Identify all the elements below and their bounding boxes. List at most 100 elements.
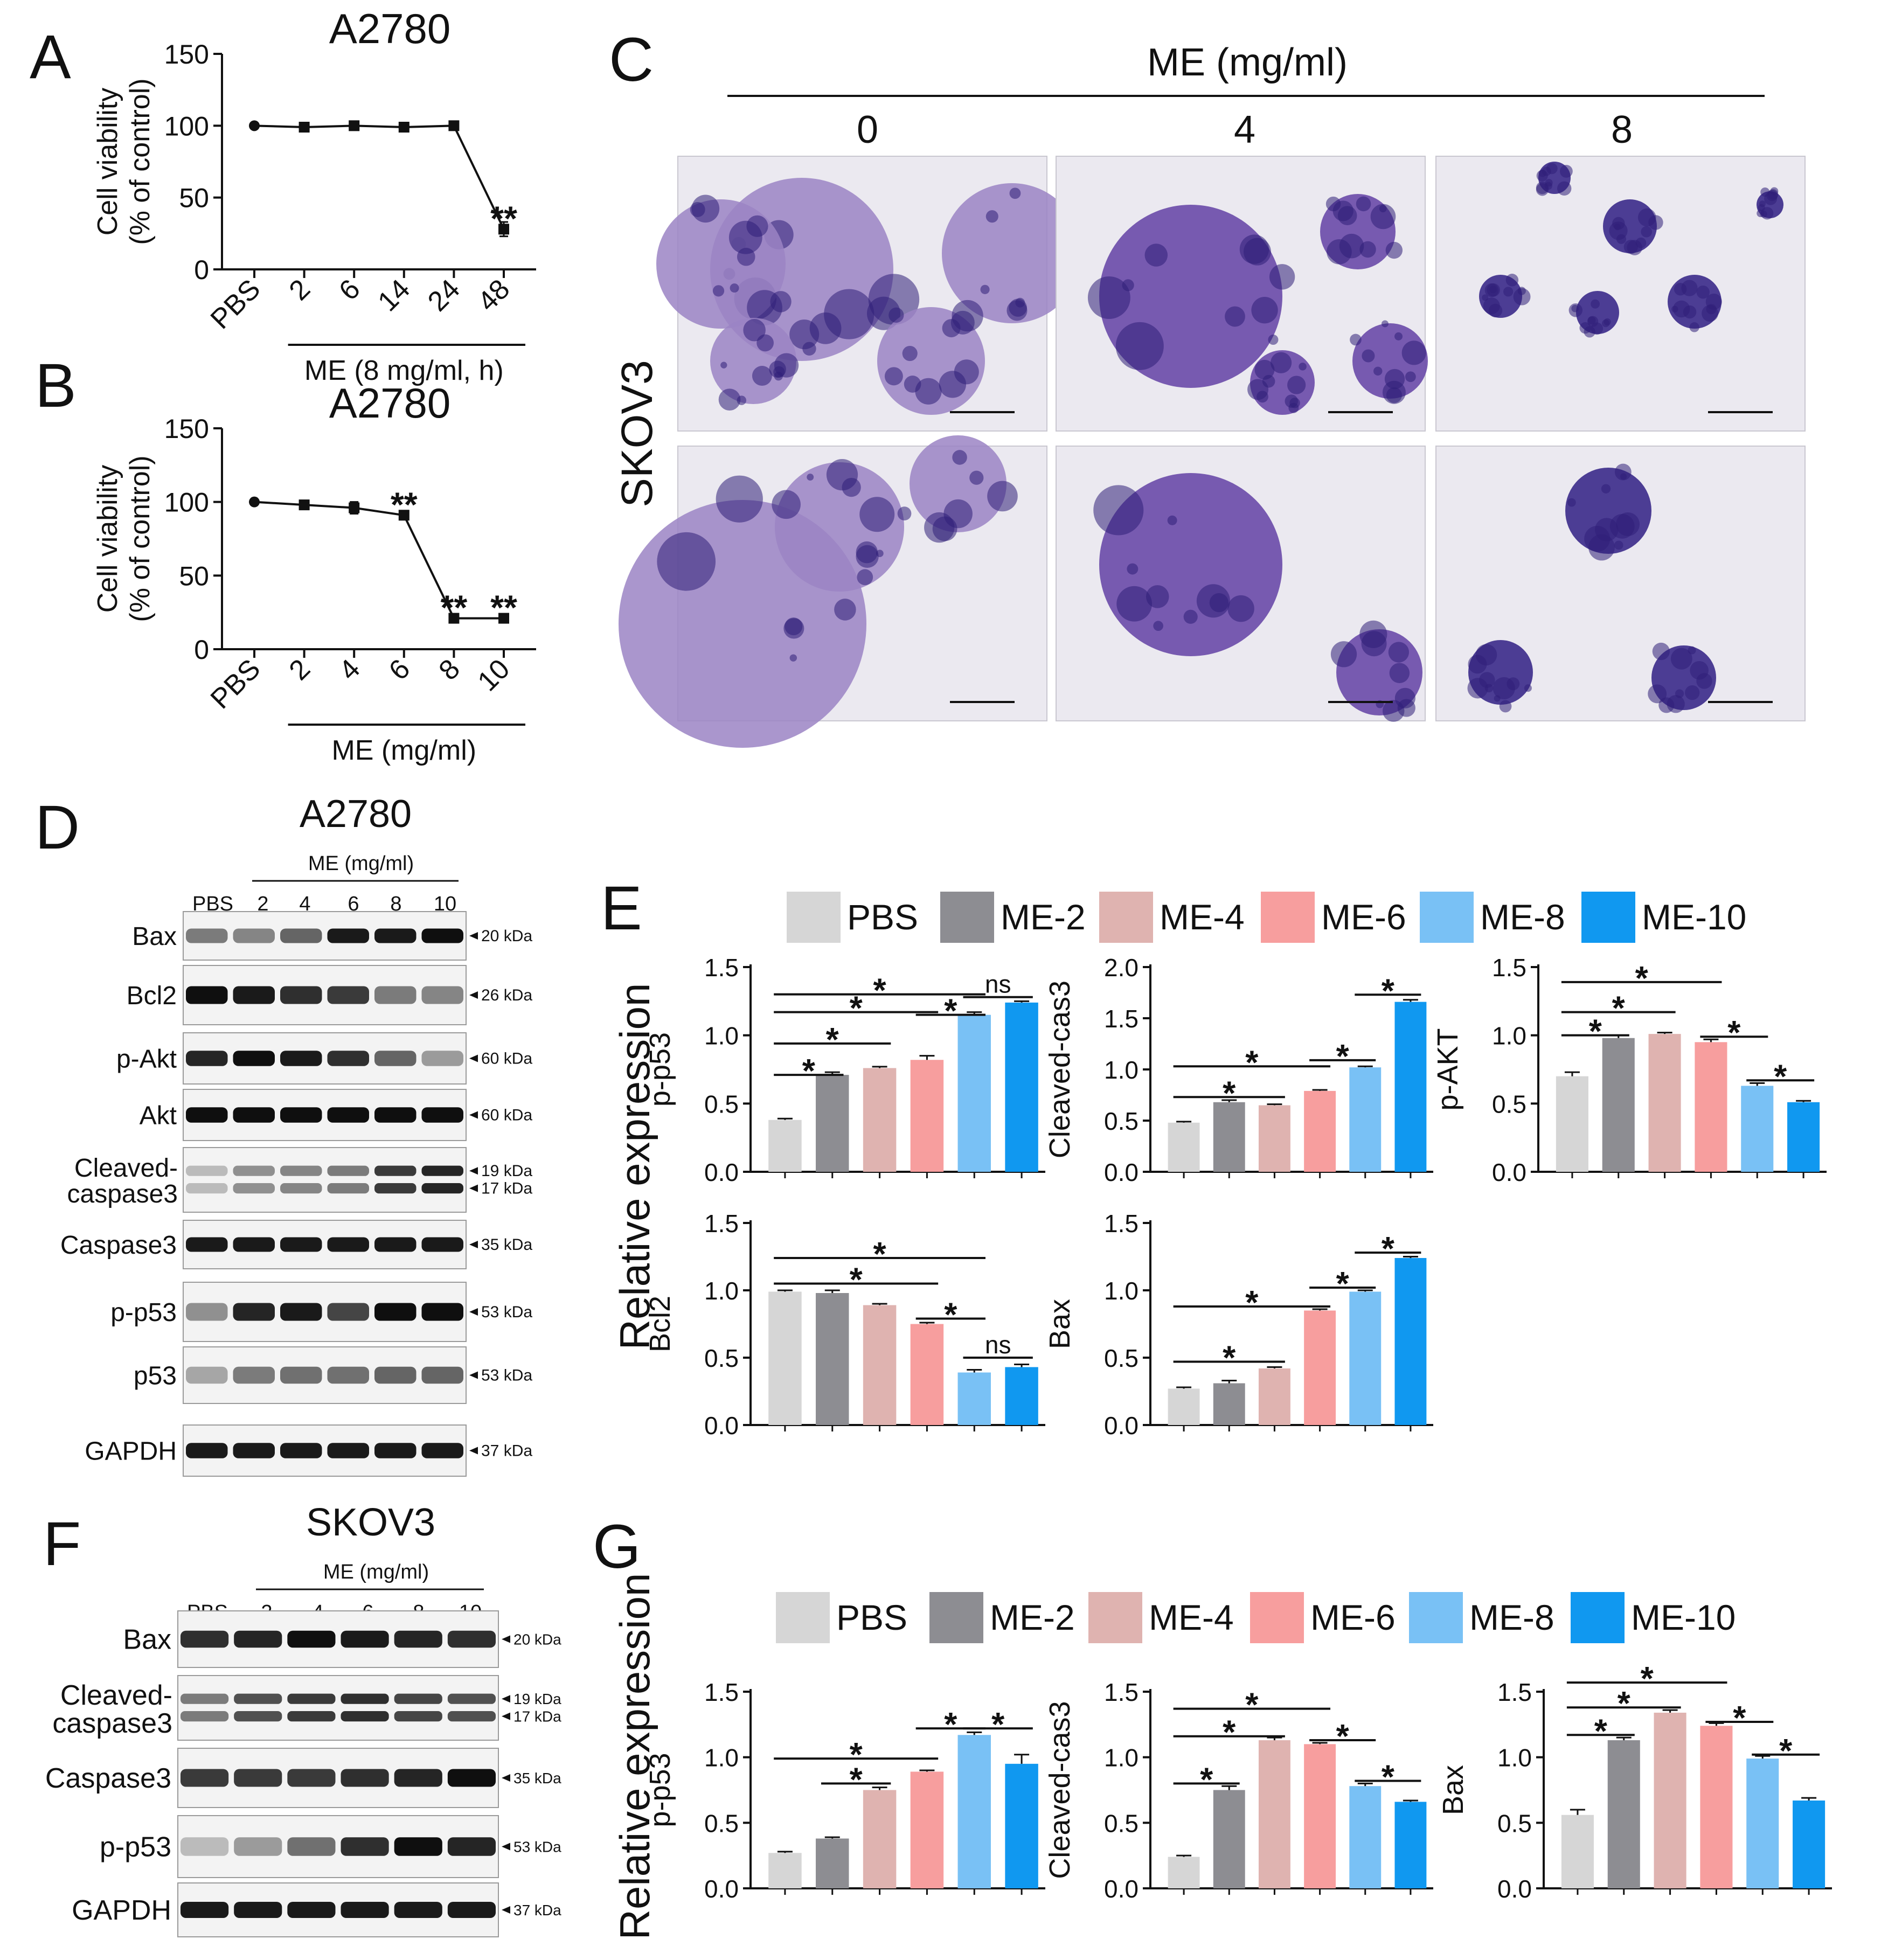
y-tick-label: 0.0	[704, 1158, 739, 1186]
cell-cluster	[1394, 332, 1403, 340]
cell-cluster	[1685, 685, 1700, 700]
cell-cluster	[1567, 498, 1576, 507]
cell-cluster	[889, 307, 904, 323]
cell-cluster	[1667, 695, 1685, 713]
cell-cluster	[950, 310, 975, 335]
kda-label: 37 kDa	[481, 1442, 532, 1460]
y-tick-label: 100	[164, 488, 209, 518]
blot-label: Cleaved-	[74, 1154, 178, 1183]
concentration-label-4: 4	[1234, 108, 1255, 151]
y-tick-label: 0.0	[704, 1875, 739, 1903]
kda-label: 60 kDa	[481, 1107, 532, 1124]
band	[233, 928, 275, 943]
cell-cluster	[1760, 210, 1767, 218]
kda-arrow	[469, 1371, 478, 1379]
significance-label: *	[991, 1706, 1005, 1743]
bar	[1695, 1042, 1727, 1172]
band	[181, 1902, 229, 1918]
blot-membrane	[177, 1748, 499, 1808]
blot-caspase3: Caspase3 35 kDa	[45, 1748, 561, 1808]
significance-label: *	[802, 1053, 816, 1090]
band	[374, 1107, 417, 1123]
cell-cluster	[1388, 642, 1410, 663]
band	[186, 1303, 228, 1321]
band	[341, 1769, 389, 1787]
band	[447, 1630, 496, 1648]
significance-label: *	[850, 1262, 863, 1299]
bar	[1607, 1740, 1640, 1888]
data-point	[299, 499, 310, 511]
cell-cluster	[807, 474, 814, 481]
cell-cluster	[1153, 621, 1163, 631]
cell-cluster	[1648, 215, 1663, 230]
y-axis-label: Cell viability	[92, 88, 123, 236]
bar	[768, 1120, 802, 1172]
cell-cluster	[1505, 274, 1519, 287]
band	[394, 1630, 442, 1648]
kda-arrow	[469, 1308, 478, 1316]
blot-membrane	[183, 1346, 467, 1404]
band	[394, 1769, 442, 1787]
band	[280, 1443, 322, 1458]
cell-cluster	[1767, 189, 1779, 200]
cell-cluster	[720, 362, 727, 369]
bar-chart-e-p-p53: 0.0 0.5 1.0 1.5 p-p53 * * * * * ns	[644, 954, 1045, 1186]
kda-arrow	[502, 1774, 510, 1782]
cell-cluster	[856, 545, 879, 568]
band	[186, 1051, 228, 1066]
bar	[1602, 1038, 1635, 1172]
micrograph	[1056, 446, 1426, 722]
y-tick-label: 1.5	[1104, 1678, 1139, 1706]
blot-label: p-p53	[110, 1298, 177, 1327]
cell-cluster	[1127, 563, 1139, 575]
blot-gapdh: GAPDH 37 kDa	[72, 1882, 561, 1937]
band	[287, 1630, 336, 1648]
band	[421, 1051, 463, 1066]
y-axis-label: Bcl2	[644, 1296, 676, 1352]
kda-label: 35 kDa	[513, 1770, 561, 1787]
y-tick-label: 0.5	[704, 1809, 739, 1837]
blot-label: GAPDH	[85, 1437, 177, 1465]
band	[447, 1769, 496, 1787]
band	[186, 1237, 228, 1252]
panel-e-legend: PBS ME-2 ME-4 ME-6 ME-8 ME-10	[787, 892, 1746, 943]
cell-cluster	[1620, 473, 1627, 480]
bar	[1787, 1102, 1820, 1172]
legend-swatch	[1420, 892, 1474, 943]
significance-label: ns	[985, 970, 1011, 998]
legend-swatch	[1261, 892, 1315, 943]
band	[421, 1443, 463, 1458]
bar	[1700, 1726, 1733, 1888]
x-tick-label: 14	[372, 273, 416, 317]
blot-title: A2780	[300, 793, 412, 836]
cell-cluster	[1648, 684, 1667, 704]
x-tick-label: 24	[422, 273, 466, 317]
band	[374, 1303, 417, 1321]
bar	[1654, 1712, 1686, 1888]
cell-cluster	[1385, 241, 1403, 259]
y-tick-label: 50	[179, 183, 209, 213]
legend-label: PBS	[836, 1597, 907, 1637]
data-point	[448, 120, 460, 131]
kda-arrow	[469, 1184, 478, 1192]
band	[280, 1183, 322, 1194]
band	[374, 1237, 417, 1252]
band	[341, 1837, 389, 1856]
band	[327, 1107, 369, 1123]
legend-swatch	[1250, 1592, 1304, 1643]
significance-label: *	[850, 990, 863, 1027]
blot-label: p53	[134, 1361, 177, 1390]
band	[341, 1902, 389, 1918]
bar-chart-e-p-akt: 0.00.51.01.5p-AKT *****	[1432, 954, 1827, 1186]
cell-cluster	[1483, 297, 1500, 315]
cell-cluster	[1382, 700, 1405, 722]
bar	[1394, 1258, 1427, 1425]
bar	[863, 1068, 897, 1172]
y-tick-label: 1.5	[1104, 1005, 1139, 1033]
cell-cluster	[1557, 181, 1572, 196]
blot-bax: Bax 20 kDa	[132, 911, 532, 961]
kda-label: 37 kDa	[513, 1902, 561, 1919]
y-tick-label: 0.0	[1497, 1875, 1532, 1903]
band	[287, 1711, 336, 1722]
kda-arrow	[469, 1241, 478, 1248]
